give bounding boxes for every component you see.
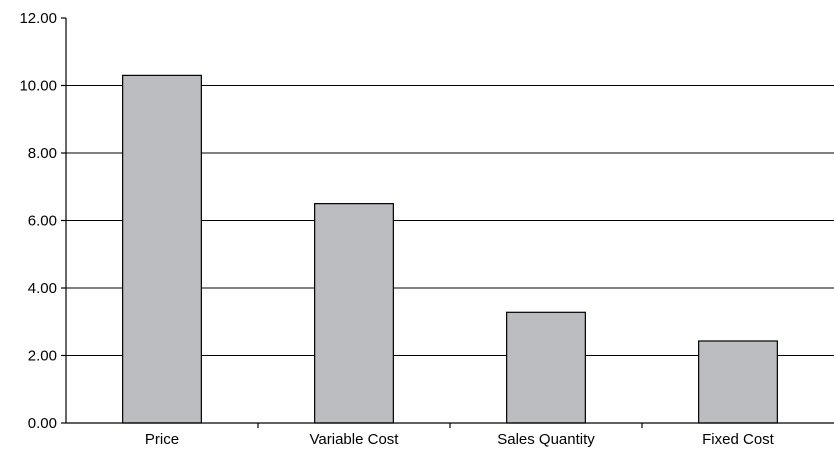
x-tick-label: Variable Cost	[310, 431, 400, 448]
y-tick-label: 12.00	[19, 10, 57, 27]
bar-price	[122, 74, 202, 424]
bar-sales-quantity	[506, 311, 586, 424]
x-tick-label: Fixed Cost	[702, 431, 775, 448]
axes	[61, 17, 834, 428]
y-tick-labels: 0.00 2.00 4.00 6.00 8.00 10.00 12.00	[19, 10, 57, 432]
y-tick-label: 8.00	[28, 145, 57, 162]
x-tick-label: Sales Quantity	[497, 431, 595, 448]
y-tick-label: 10.00	[19, 78, 57, 95]
y-tick-label: 0.00	[28, 415, 57, 432]
x-tick-label: Price	[145, 431, 179, 448]
x-tick-labels: Price Variable Cost Sales Quantity Fixed Co…	[145, 431, 775, 448]
y-tick-label: 4.00	[28, 280, 57, 297]
bar-fixed-cost	[698, 340, 778, 424]
y-tick-label: 2.00	[28, 348, 57, 365]
bar-variable-cost	[314, 203, 394, 424]
y-tick-label: 6.00	[28, 213, 57, 230]
bars	[122, 74, 778, 424]
